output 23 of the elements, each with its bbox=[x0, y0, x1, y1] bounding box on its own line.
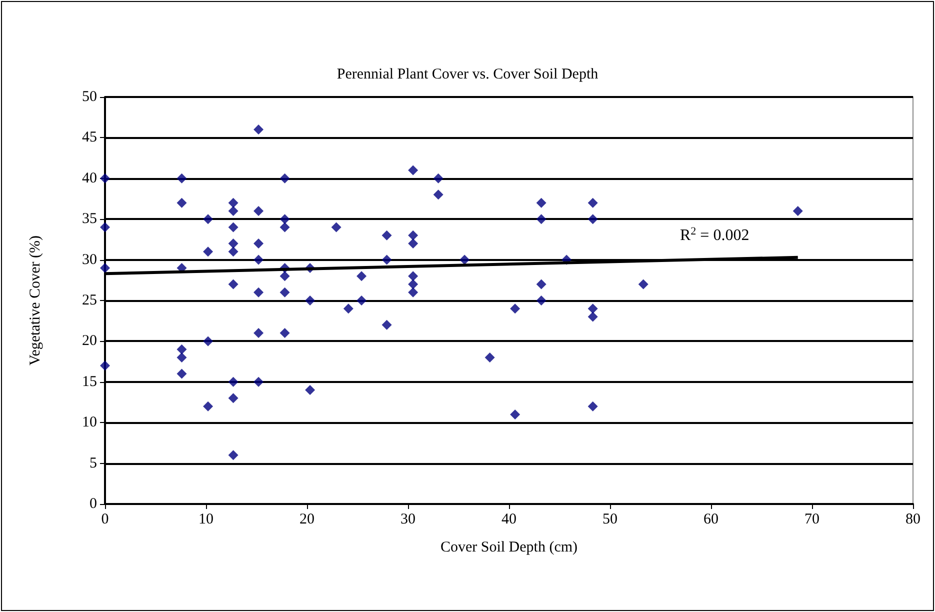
y-tick-label: 20 bbox=[82, 333, 97, 350]
x-tick-label: 80 bbox=[906, 512, 920, 528]
y-tick-label: 15 bbox=[82, 374, 97, 390]
y-tick-label: 0 bbox=[90, 496, 97, 512]
y-tick-label: 5 bbox=[90, 455, 97, 472]
x-tick-label: 70 bbox=[804, 512, 820, 528]
y-tick-label: 30 bbox=[82, 252, 97, 268]
x-tick-label: 10 bbox=[198, 512, 214, 528]
y-tick-label: 50 bbox=[82, 89, 97, 105]
x-tick-label: 60 bbox=[704, 512, 718, 528]
x-tick-label: 20 bbox=[300, 512, 314, 528]
y-axis-title: Vegetative Cover (%) bbox=[28, 236, 44, 366]
y-tick-label: 45 bbox=[82, 130, 97, 146]
x-tick-label: 40 bbox=[502, 512, 516, 528]
y-tick-label: 40 bbox=[82, 170, 97, 186]
y-tick-label: 10 bbox=[82, 414, 97, 431]
y-tick-label: 35 bbox=[82, 211, 97, 228]
x-tick-label: 30 bbox=[400, 512, 416, 528]
x-tick-label: 0 bbox=[101, 512, 109, 528]
y-tick-label: 25 bbox=[82, 292, 97, 308]
x-tick-label: 50 bbox=[602, 512, 618, 528]
x-axis-title: Cover Soil Depth (cm) bbox=[440, 540, 578, 556]
chart-title: Perennial Plant Cover vs. Cover Soil Depth bbox=[336, 66, 599, 82]
